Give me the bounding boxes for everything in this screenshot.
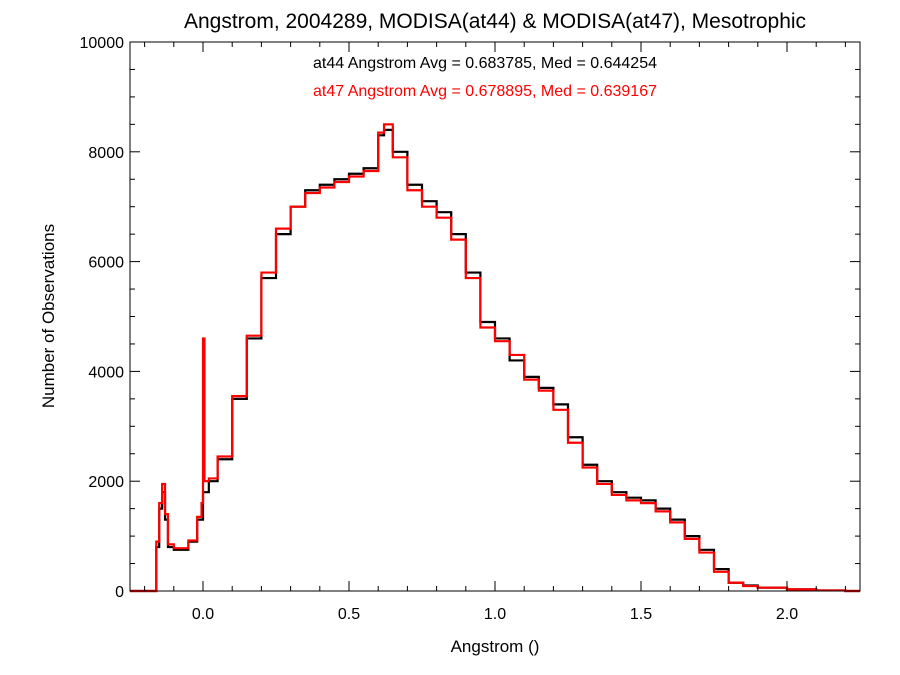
x-tick-label: 1.5 bbox=[630, 606, 652, 623]
chart-title: Angstrom, 2004289, MODISA(at44) & MODISA… bbox=[184, 10, 806, 33]
annotation-at47: at47 Angstrom Avg = 0.678895, Med = 0.63… bbox=[313, 83, 657, 100]
annotation-group: at44 Angstrom Avg = 0.683785, Med = 0.64… bbox=[313, 55, 657, 100]
x-tick-label: 0.5 bbox=[338, 606, 360, 623]
series-line-0 bbox=[130, 128, 860, 593]
annotation-at44: at44 Angstrom Avg = 0.683785, Med = 0.64… bbox=[313, 55, 657, 72]
series-line-1 bbox=[130, 123, 860, 593]
x-tick-label: 0.0 bbox=[192, 606, 214, 623]
y-tick-label: 10000 bbox=[80, 35, 125, 52]
x-tick-label: 1.0 bbox=[484, 606, 506, 623]
x-tick-label: 2.0 bbox=[776, 606, 798, 623]
axis-ticks bbox=[130, 41, 860, 592]
plot-area bbox=[130, 123, 860, 593]
y-axis-label: Number of Observations bbox=[39, 224, 58, 408]
x-axis-label: Angstrom () bbox=[451, 637, 540, 656]
y-tick-label: 2000 bbox=[88, 474, 124, 491]
y-tick-label: 6000 bbox=[88, 255, 124, 272]
y-tick-label: 4000 bbox=[88, 364, 124, 381]
y-tick-label: 0 bbox=[115, 584, 124, 601]
y-tick-label: 8000 bbox=[88, 145, 124, 162]
plot-frame bbox=[129, 41, 861, 592]
tick-labels: 0.0 0.5 1.0 1.5 2.0 0 2000 4000 6000 8000 10000 bbox=[80, 35, 799, 623]
